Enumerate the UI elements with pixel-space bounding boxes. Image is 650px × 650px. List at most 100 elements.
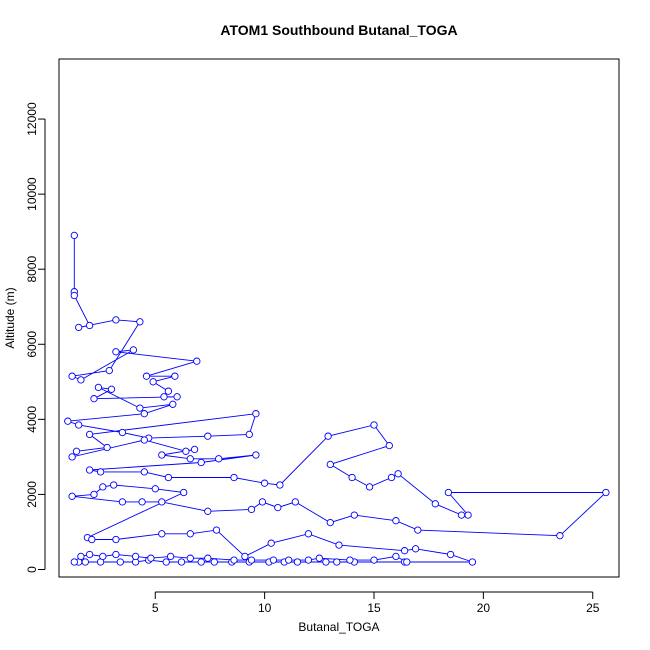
x-tick-label: 15 (367, 601, 381, 615)
data-point (96, 468, 105, 476)
data-point (140, 436, 148, 444)
data-point (70, 558, 78, 566)
data-point (193, 357, 201, 365)
data-point (215, 455, 223, 463)
data-point (414, 526, 422, 534)
data-point (81, 558, 89, 566)
data-point (166, 552, 175, 561)
chart-title: ATOM1 Southbound Butanal_TOGA (220, 22, 457, 38)
data-point (158, 530, 166, 538)
data-point (315, 554, 323, 562)
data-point (204, 554, 212, 562)
data-point (204, 507, 212, 515)
data-point (182, 447, 190, 455)
data-point (105, 366, 113, 375)
plot-frame (58, 58, 620, 578)
data-point (68, 453, 76, 461)
data-point (116, 558, 124, 566)
data-point (602, 488, 610, 497)
data-point (158, 451, 166, 459)
data-point (149, 378, 157, 386)
x-axis: 5 10 15 20 25 (152, 591, 600, 615)
data-point (72, 447, 81, 455)
data-point (147, 554, 155, 562)
data-point (77, 376, 85, 384)
data-point (365, 483, 374, 491)
data-point (68, 372, 76, 380)
data-point (112, 348, 120, 356)
series-lines (67, 235, 608, 563)
data-point (385, 441, 393, 450)
data-point (158, 498, 166, 506)
data-point (77, 552, 85, 561)
data-point (400, 547, 409, 555)
y-tick-label: 12000 (25, 102, 39, 136)
data-point (70, 231, 78, 240)
data-point (136, 404, 144, 412)
data-point (103, 443, 111, 452)
data-point (186, 530, 194, 538)
data-point (140, 468, 148, 476)
data-point (230, 473, 238, 482)
data-point (431, 500, 439, 508)
data-point (112, 550, 120, 559)
data-point (164, 387, 173, 395)
data-point (370, 421, 378, 429)
x-tick-label: 10 (258, 601, 272, 615)
data-point (136, 318, 144, 326)
data-point (247, 505, 256, 514)
data-point (90, 490, 98, 499)
data-point (245, 430, 253, 439)
data-point (444, 488, 453, 497)
data-point (230, 556, 238, 564)
y-tick-label: 0 (25, 566, 39, 573)
data-point (348, 473, 356, 482)
data-point (252, 410, 260, 418)
data-point (162, 558, 170, 566)
data-point (333, 558, 341, 566)
data-point (293, 558, 302, 566)
series-line (67, 235, 608, 563)
y-tick-label: 2000 (25, 481, 39, 508)
y-axis: 0 2000 4000 6000 8000 10000 12000 (25, 102, 46, 573)
data-point (457, 511, 466, 519)
data-point (387, 473, 396, 482)
data-point (392, 517, 400, 525)
data-point (210, 558, 218, 566)
data-point (70, 291, 78, 300)
data-point (112, 316, 120, 324)
y-tick-label: 10000 (25, 177, 39, 211)
data-point (204, 432, 212, 440)
data-point (403, 558, 411, 566)
data-point (212, 526, 221, 534)
y-tick-label: 8000 (25, 256, 39, 283)
data-point (173, 393, 181, 401)
data-point (85, 321, 94, 330)
data-point (260, 479, 269, 487)
data-point (186, 554, 194, 562)
data-point (68, 492, 76, 500)
y-tick-label: 4000 (25, 406, 39, 433)
data-point (197, 558, 205, 566)
data-point (90, 395, 98, 403)
data-point (304, 530, 313, 538)
x-tick-label: 20 (477, 601, 491, 615)
data-point (350, 511, 358, 519)
data-point (171, 372, 179, 380)
data-point (446, 550, 455, 559)
data-point (241, 552, 249, 561)
data-point (276, 481, 284, 489)
data-point (324, 432, 332, 440)
data-point (556, 532, 564, 540)
data-point (164, 473, 173, 482)
data-point (180, 488, 188, 497)
data-point (335, 541, 343, 549)
data-point (85, 430, 94, 439)
data-point (160, 393, 168, 401)
data-point (346, 556, 354, 564)
data-point (197, 458, 205, 467)
data-point (142, 372, 151, 380)
data-point (118, 428, 127, 437)
data-point (177, 558, 186, 566)
